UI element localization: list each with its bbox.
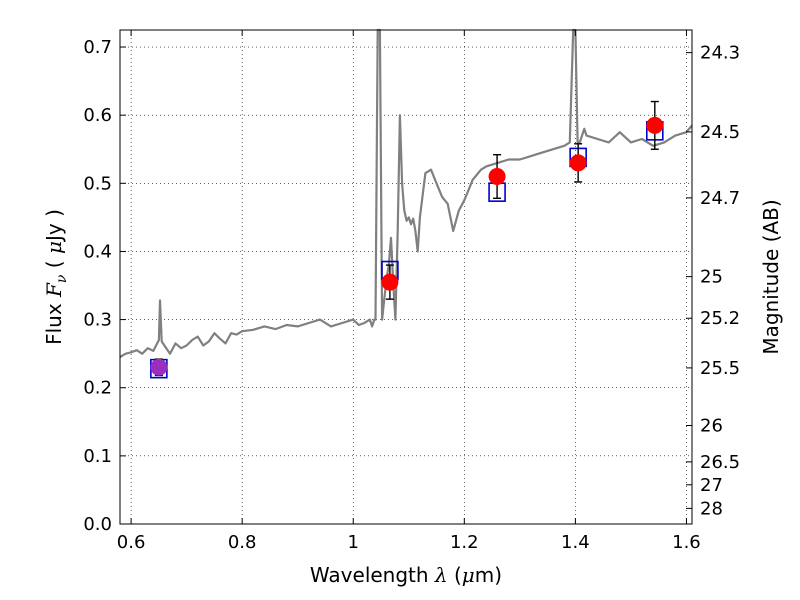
photometry-point bbox=[569, 154, 587, 172]
x-tick-label: 1.2 bbox=[450, 532, 479, 553]
mag-tick-label: 26.5 bbox=[700, 452, 740, 473]
x-tick-label: 1.4 bbox=[561, 532, 590, 553]
spectrum-line bbox=[119, 28, 693, 359]
photometry-point bbox=[381, 273, 399, 291]
y-tick-label: 0.3 bbox=[83, 310, 112, 331]
y-axis-left: 0.0 0.1 0.2 0.3 0.4 0.5 0.6 0.7 bbox=[83, 37, 126, 535]
mag-tick-label: 26 bbox=[700, 416, 723, 437]
y-tick-label: 0.7 bbox=[83, 37, 112, 58]
y-tick-label: 0.5 bbox=[83, 173, 112, 194]
mag-tick-label: 24.7 bbox=[700, 188, 740, 209]
mag-tick-label: 27 bbox=[700, 475, 723, 496]
mag-tick-label: 24.5 bbox=[700, 122, 740, 143]
photometry-point bbox=[646, 116, 664, 134]
point-layer bbox=[150, 116, 664, 376]
x-axis-label: Wavelength λ (μm) bbox=[310, 563, 502, 587]
y-tick-label: 0.6 bbox=[83, 105, 112, 126]
grid bbox=[120, 30, 692, 525]
photometry-point bbox=[150, 358, 168, 376]
y-tick-label: 0.0 bbox=[83, 514, 112, 535]
x-tick-label: 0.8 bbox=[228, 532, 257, 553]
y-axis-label-right: Magnitude (AB) bbox=[759, 199, 783, 354]
y-tick-label: 0.4 bbox=[83, 241, 112, 262]
mag-tick-label: 25.5 bbox=[700, 358, 740, 379]
y-tick-label: 0.2 bbox=[83, 378, 112, 399]
mag-tick-label: 28 bbox=[700, 498, 723, 519]
plot-frame bbox=[119, 29, 693, 525]
y-tick-label: 0.1 bbox=[83, 446, 112, 467]
x-axis: 0.6 0.8 1 1.2 1.4 1.6 bbox=[117, 30, 701, 553]
x-tick-label: 1 bbox=[348, 532, 359, 553]
photometry-point bbox=[488, 167, 506, 185]
y-axis-label-left: Flux Fν ( μJy ) bbox=[42, 209, 70, 345]
x-tick-label: 1.6 bbox=[672, 532, 701, 553]
mag-tick-label: 24.3 bbox=[700, 43, 740, 64]
mag-tick-label: 25.2 bbox=[700, 308, 740, 329]
mag-tick-label: 25 bbox=[700, 267, 723, 288]
spectrum-layer bbox=[119, 28, 693, 359]
x-tick-label: 0.6 bbox=[117, 532, 146, 553]
